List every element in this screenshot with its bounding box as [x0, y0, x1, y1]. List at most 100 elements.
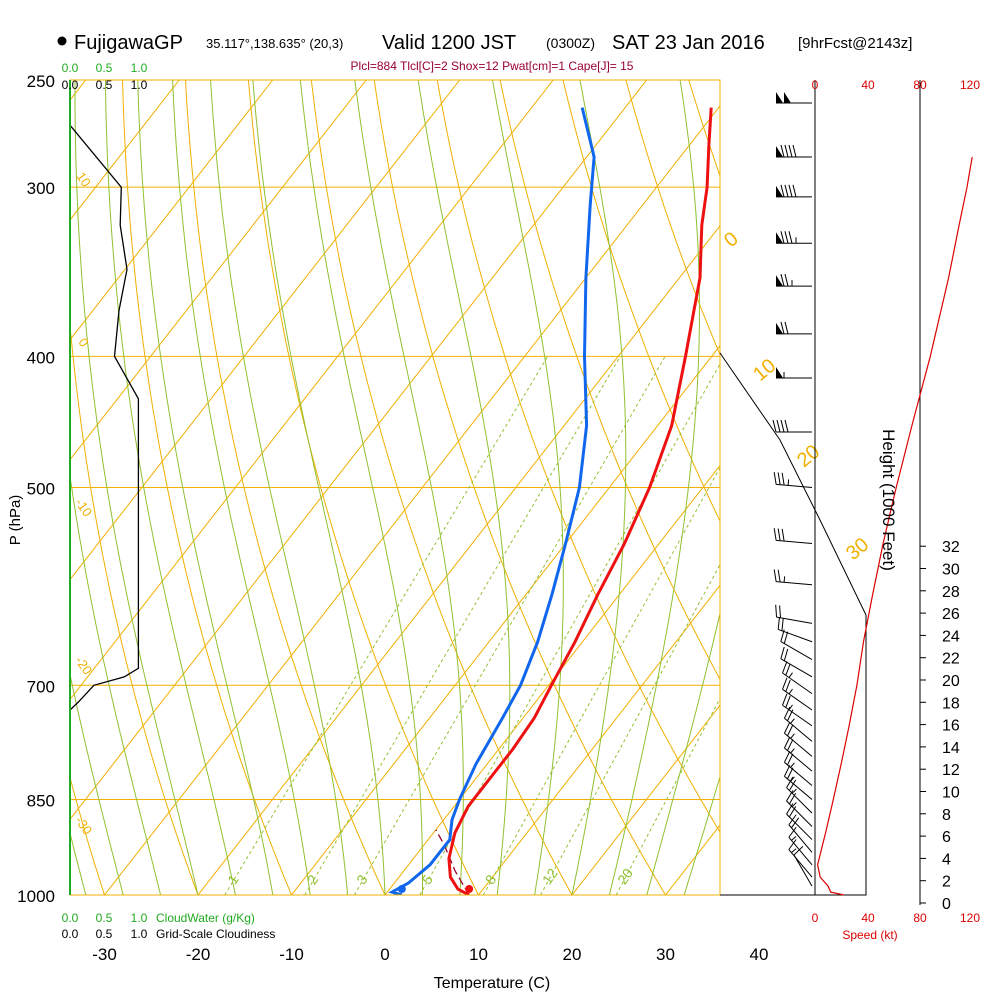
- wind-barb-full: [784, 144, 789, 158]
- wind-barb-half: [791, 788, 797, 794]
- wind-barb: [776, 274, 812, 287]
- wind-barb: [788, 814, 813, 853]
- cloud-fraction-line: [70, 124, 140, 711]
- wind-barb-staff: [784, 732, 813, 757]
- speed-tick-top: 120: [960, 78, 980, 92]
- wind-barb-full: [783, 736, 791, 749]
- cloud-scale-bottom-black: 1.0: [131, 927, 148, 941]
- wind-barb: [776, 144, 812, 158]
- temperature-tick-label: -10: [279, 945, 304, 964]
- valid-date: SAT 23 Jan 2016: [612, 32, 765, 54]
- moist-adiabat: [299, 80, 423, 895]
- wind-barb-full: [773, 569, 777, 582]
- speed-tick-top: 40: [861, 78, 875, 92]
- wind-barb-half: [790, 718, 795, 724]
- wind-barb: [783, 706, 813, 742]
- wind-barb-full: [781, 618, 784, 631]
- wind-barb-full: [791, 817, 800, 829]
- wind-barb: [776, 231, 812, 244]
- wind-barb-half: [791, 848, 797, 853]
- wind-barb-staff: [782, 688, 813, 711]
- moist-adiabat-label: 20: [793, 441, 824, 472]
- dry-adiabat: [752, 80, 1000, 895]
- height-tick-label: 24: [942, 628, 960, 645]
- pressure-tick-label: 700: [27, 677, 55, 696]
- chart-title: FujigawaGP 35.117°,138.635° (20,3) Valid…: [57, 32, 912, 54]
- moist-adiabat: [137, 80, 274, 895]
- wind-barb-full: [773, 528, 777, 541]
- wind-barb-staff: [788, 836, 813, 866]
- height-tick-label: 28: [942, 584, 960, 601]
- wind-barb-staff: [784, 717, 813, 742]
- wind-barb-full: [777, 472, 781, 485]
- wind-barb-full: [782, 661, 788, 674]
- wind-barb: [773, 569, 813, 586]
- height-tick-label: 20: [942, 673, 960, 690]
- mixing-ratio-line: [353, 356, 666, 895]
- dry-adiabat: [373, 80, 666, 895]
- wind-barb-half: [783, 576, 786, 583]
- wind-barb-full: [780, 419, 785, 433]
- wind-barb: [776, 92, 812, 104]
- moist-adiabat: [722, 80, 970, 895]
- isotherm-line: [70, 80, 274, 341]
- height-tick-label: 2: [942, 874, 951, 891]
- wind-barb-full: [782, 677, 788, 690]
- station-coords: 35.117°,138.635° (20,3): [206, 36, 343, 51]
- moist-adiabat: [492, 80, 564, 895]
- wind-barb-full: [776, 419, 781, 433]
- wind-barb-full: [793, 845, 804, 856]
- pressure-tick-label: 850: [27, 791, 55, 810]
- wind-barb: [786, 776, 813, 814]
- wind-barb-full: [787, 739, 794, 751]
- moist-adiabat: [0, 80, 11, 895]
- wind-barb-full: [788, 839, 797, 850]
- mixing-ratio-label: 20: [614, 865, 636, 887]
- wind-barb-full: [788, 779, 797, 791]
- moist-adiabat: [70, 472, 162, 895]
- pressure-tick-label: 1000: [17, 887, 55, 906]
- dry-adiabat: [122, 80, 292, 895]
- isotherm-line: [853, 80, 1000, 895]
- wind-barbs: [772, 92, 813, 887]
- moist-adiabat: [74, 80, 199, 895]
- wind-barb-full: [792, 184, 797, 198]
- mixing-ratio-label: 8: [482, 872, 500, 888]
- wind-barb-full: [779, 605, 781, 618]
- wind-barb-staff: [776, 539, 813, 545]
- wind-barb: [783, 721, 813, 757]
- wind-barb: [773, 528, 813, 545]
- height-tick-label: 14: [942, 740, 960, 757]
- wind-barb: [776, 184, 812, 198]
- cloud-scale-bottom-black: 0.5: [96, 927, 113, 941]
- speed-tick-bottom: 40: [861, 911, 875, 925]
- temperature-tick-label: 0: [380, 945, 389, 964]
- pressure-tick-label: 250: [27, 72, 55, 91]
- cloud-scale-bottom-green: 0.5: [96, 911, 113, 925]
- wind-barb-staff: [782, 704, 813, 727]
- wind-barb-full: [788, 144, 793, 158]
- height-tick-label: 0: [942, 896, 951, 913]
- wind-barb-half: [791, 836, 797, 841]
- dry-adiabat: [499, 80, 720, 681]
- dewpoint-line: [388, 107, 596, 895]
- wind-barb: [786, 803, 813, 840]
- wind-barb-staff: [786, 787, 813, 814]
- cloud-scale-top-black: 1.0: [131, 78, 148, 92]
- wind-barb-staff: [780, 641, 813, 660]
- dry-adiabat: [0, 80, 11, 895]
- wind-barb-half: [788, 704, 793, 711]
- wind-barb-half: [791, 802, 797, 808]
- mixing-ratio-label: 1: [224, 872, 242, 888]
- wind-barb-half: [788, 672, 793, 678]
- moist-adiabat: [646, 611, 720, 895]
- temperature-line: [447, 107, 713, 895]
- cloud-scale-bottom-green: 0.0: [62, 911, 79, 925]
- valid-time: Valid 1200 JST: [382, 32, 516, 54]
- wind-barb-staff: [784, 761, 813, 786]
- indices-line: Plcl=884 Tlcl[C]=2 Shox=12 Pwat[cm]=1 Ca…: [351, 59, 634, 73]
- wind-barb-full: [787, 709, 794, 721]
- moist-adiabat: [571, 80, 627, 895]
- isotherm-line: [70, 80, 180, 221]
